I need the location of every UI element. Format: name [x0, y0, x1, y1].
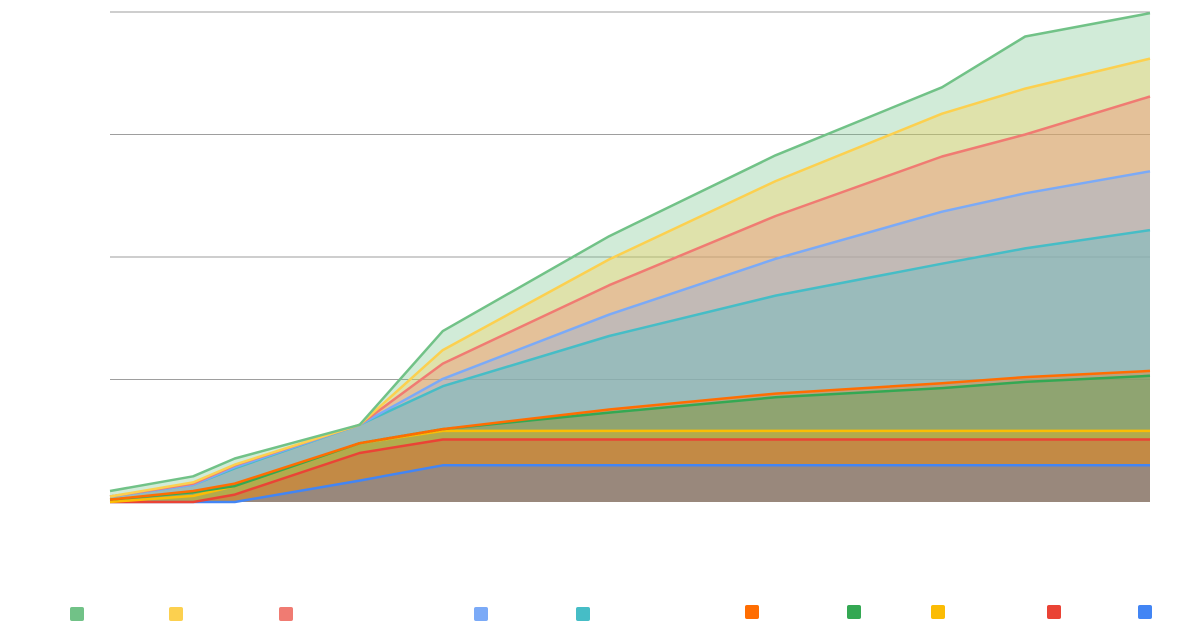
legend-swatch-4: [847, 605, 861, 619]
series-line-2: [110, 438, 1150, 504]
legend-swatch-2: [1047, 605, 1061, 619]
series-line-9: [109, 57, 1151, 498]
area-series-6: [110, 230, 1150, 502]
series-line-4: [109, 374, 1151, 501]
area-series: [110, 13, 1150, 503]
series-line-7: [109, 170, 1151, 498]
legend-swatch-5: [745, 605, 759, 619]
legend-swatch-6: [576, 607, 590, 621]
area-series-2: [110, 439, 1150, 502]
series-lines: [109, 11, 1151, 504]
legend-swatch-9: [169, 607, 183, 621]
area-series-1: [110, 465, 1150, 502]
legend-swatch-1: [1138, 605, 1152, 619]
area-series-5: [110, 370, 1150, 502]
legend-swatch-8: [279, 607, 293, 621]
series-line-3: [109, 429, 1150, 504]
series-line-5: [109, 369, 1151, 501]
legend-swatch-3: [931, 605, 945, 619]
area-series-8: [110, 96, 1150, 502]
legend: [70, 605, 1152, 621]
series-line-1: [110, 464, 1150, 504]
legend-swatch-7: [474, 607, 488, 621]
series-line-10: [109, 11, 1151, 493]
legend-swatch-10: [70, 607, 84, 621]
